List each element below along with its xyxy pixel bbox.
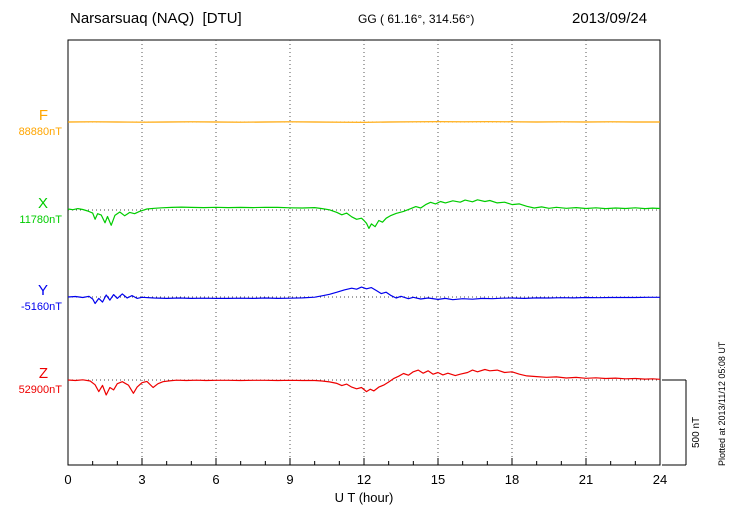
plotted-timestamp-note: Plotted at 2013/11/12 05:08 UT (717, 341, 727, 466)
x-axis-label: U T (hour) (334, 490, 394, 505)
series-letter-Y: Y (37, 282, 48, 299)
series-baseline-value-X: 11780nT (19, 214, 62, 226)
series-letter-Z: Z (38, 365, 48, 382)
station-title: Narsarsuaq (NAQ) [DTU] (70, 10, 242, 27)
series-label-Z: Z 52900nT (0, 366, 64, 396)
series-baseline-value-F: 88880nT (18, 126, 62, 138)
x-tick-label: 21 (578, 472, 594, 487)
series-label-X: X 11780nT (0, 196, 64, 226)
x-tick-label: 12 (356, 472, 372, 487)
x-tick-label: 24 (652, 472, 668, 487)
series-letter-X: X (37, 195, 48, 212)
geographic-coordinates: GG ( 61.16°, 314.56°) (358, 12, 475, 26)
series-baseline-value-Z: 52900nT (18, 384, 62, 396)
scale-bar-label: 500 nT (691, 416, 702, 448)
observation-date: 2013/09/24 (572, 10, 648, 27)
x-tick-label: 0 (64, 472, 72, 487)
series-label-F: F 88880nT (0, 108, 64, 138)
x-tick-label: 6 (212, 472, 220, 487)
series-letter-F: F (38, 107, 48, 124)
series-baseline-value-Y: -5160nT (21, 301, 62, 313)
x-tick-label: 9 (286, 472, 294, 487)
x-tick-label: 3 (138, 472, 146, 487)
x-tick-label: 18 (504, 472, 520, 487)
series-label-Y: Y -5160nT (0, 283, 64, 313)
x-tick-label: 15 (430, 472, 446, 487)
